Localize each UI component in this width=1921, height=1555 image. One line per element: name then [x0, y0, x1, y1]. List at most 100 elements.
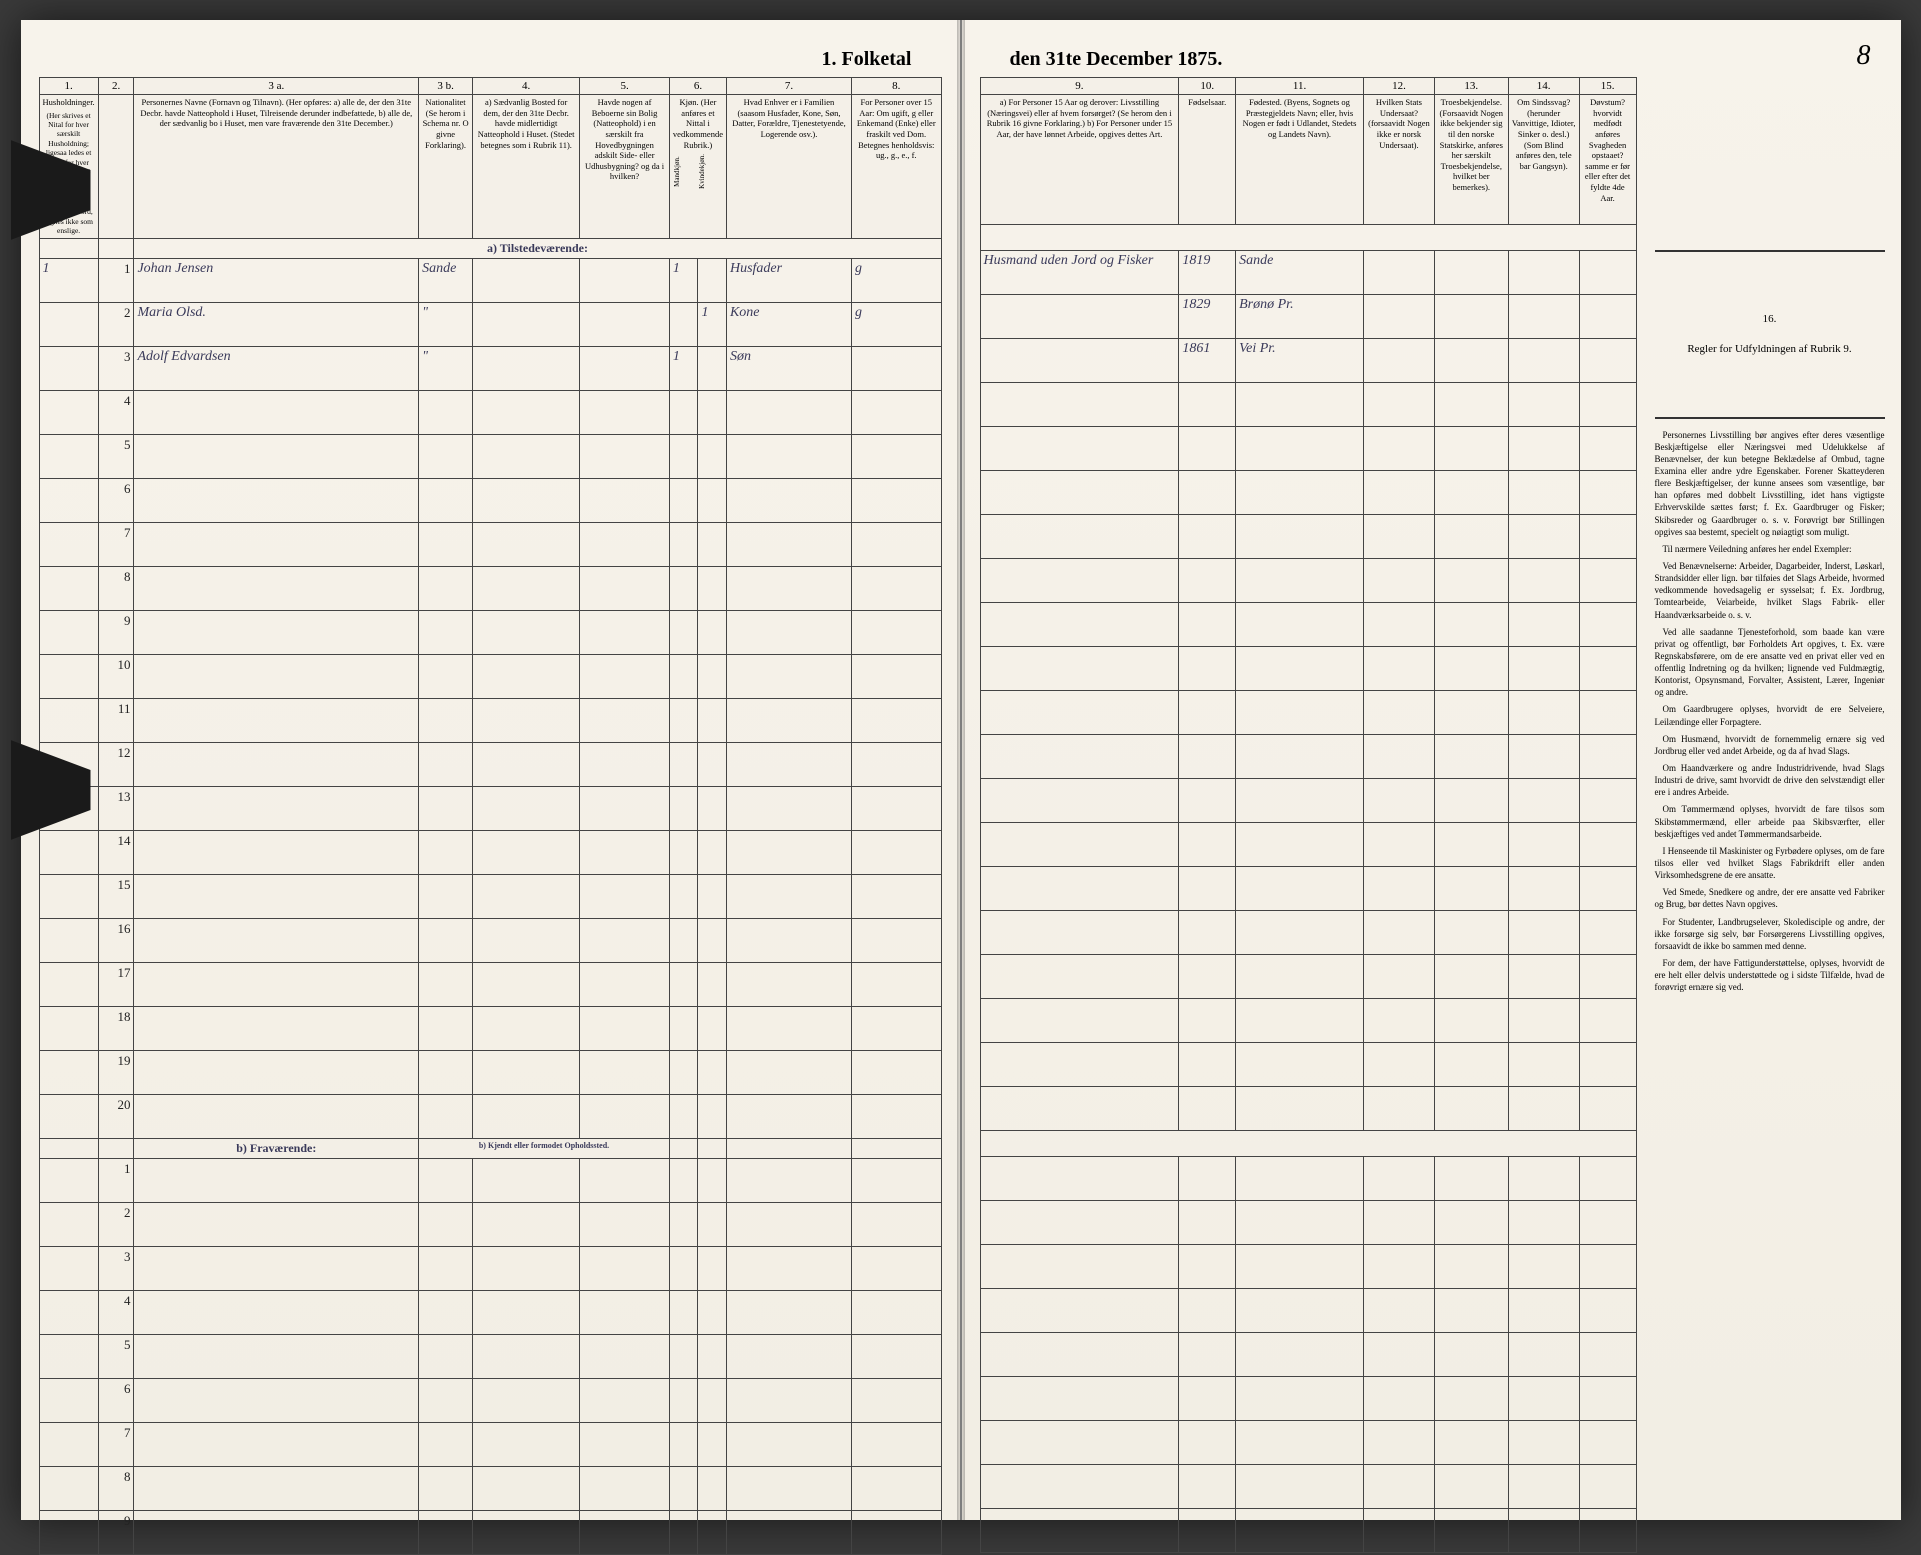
table-row	[980, 1377, 1636, 1421]
table-row: 4	[39, 390, 941, 434]
table-row: 15	[39, 874, 941, 918]
table-row: 3 Adolf Edvardsen " 1 Søn	[39, 346, 941, 390]
col-heading: Fødselsaar.	[1179, 95, 1236, 225]
cell-rownum: 6	[98, 1378, 134, 1422]
cell-rownum: 6	[98, 478, 134, 522]
col-heading: Nationalitet (Se herom i Schema nr. O gi…	[419, 95, 473, 239]
cell-civil: g	[852, 258, 942, 302]
table-row	[980, 911, 1636, 955]
table-row: 4	[39, 1290, 941, 1334]
table-row	[980, 1465, 1636, 1509]
col-num: 7.	[726, 78, 851, 95]
instruction-para: Om Gaardbrugere oplyses, hvorvidt de ere…	[1655, 703, 1885, 727]
census-table-right: 9. 10. 11. 12. 13. 14. 15. a) For Person…	[980, 77, 1637, 1553]
cell	[580, 302, 670, 346]
cell-rownum: 7	[98, 1422, 134, 1466]
section-b-label: b) Fraværende:	[134, 1138, 419, 1158]
table-row: 18	[39, 1006, 941, 1050]
col-heading: Om Sindssvag? (herunder Vanvittige, Idio…	[1508, 95, 1579, 225]
table-row: 14	[39, 830, 941, 874]
cell-nat: Sande	[419, 258, 473, 302]
cell-nat: "	[419, 302, 473, 346]
table-row: 3	[39, 1246, 941, 1290]
cell-year: 1829	[1179, 295, 1236, 339]
table-row: 11	[39, 698, 941, 742]
cell-rownum: 8	[98, 566, 134, 610]
cell-occupation: Husmand uden Jord og Fisker	[980, 251, 1179, 295]
col-num: 15.	[1579, 78, 1636, 95]
cell-rownum: 15	[98, 874, 134, 918]
cell-rownum: 1	[98, 258, 134, 302]
cell-male: 1	[669, 346, 698, 390]
table-row: 7	[39, 1422, 941, 1466]
table-row: 5	[39, 1334, 941, 1378]
table-row	[980, 1245, 1636, 1289]
cell-family: Husfader	[726, 258, 851, 302]
table-row	[980, 1157, 1636, 1201]
cell-civil	[852, 346, 942, 390]
instruction-para: Ved Smede, Snedkere og andre, der ere an…	[1655, 886, 1885, 910]
cell-female: 1	[698, 302, 727, 346]
cell-rownum: 11	[98, 698, 134, 742]
table-row: 17	[39, 962, 941, 1006]
table-row	[980, 823, 1636, 867]
cell-male: 1	[669, 258, 698, 302]
cell-female	[698, 258, 727, 302]
table-row: 6	[39, 1378, 941, 1422]
cell-rownum: 7	[98, 522, 134, 566]
table-row: 1861 Vei Pr.	[980, 339, 1636, 383]
col-heading: For Personer over 15 Aar: Om ugift, g el…	[852, 95, 942, 239]
col-num: 4.	[473, 78, 580, 95]
cell-rownum: 19	[98, 1050, 134, 1094]
heading-text: Husholdninger.	[43, 97, 95, 108]
table-row	[980, 471, 1636, 515]
census-table-left: 1. 2. 3 a. 3 b. 4. 5. 6. 7. 8. Husholdni…	[39, 77, 942, 1555]
section-a-label: a) Tilstedeværende:	[134, 238, 941, 258]
cell	[580, 346, 670, 390]
col-num: 6.	[669, 78, 726, 95]
table-row: 1 1 Johan Jensen Sande 1 Husfader g	[39, 258, 941, 302]
col-num: 16.	[1763, 313, 1777, 325]
table-row	[980, 955, 1636, 999]
table-row	[980, 691, 1636, 735]
column-heading-row: Husholdninger. (Her skrives et Nital for…	[39, 95, 941, 239]
table-row: 1	[39, 1158, 941, 1202]
table-row: Husmand uden Jord og Fisker 1819 Sande	[980, 251, 1636, 295]
table-row	[980, 1421, 1636, 1465]
instruction-para: Om Tømmermænd oplyses, hvorvidt de fare …	[1655, 803, 1885, 839]
col-heading: a) Sædvanlig Bosted for dem, der den 31t…	[473, 95, 580, 239]
cell-rownum: 3	[98, 346, 134, 390]
table-row	[980, 427, 1636, 471]
cell-rownum: 14	[98, 830, 134, 874]
column-number-row: 1. 2. 3 a. 3 b. 4. 5. 6. 7. 8.	[39, 78, 941, 95]
col-heading: Hvilken Stats Undersaat? (forsaavidt Nog…	[1363, 95, 1434, 225]
table-row: 13	[39, 786, 941, 830]
instruction-para: Ved alle saadanne Tjenesteforhold, som b…	[1655, 626, 1885, 699]
left-page: 1. Folketal 1. 2. 3 a. 3 b. 4. 5. 6. 7. …	[21, 20, 962, 1520]
instruction-para: For Studenter, Landbrugselever, Skoledis…	[1655, 916, 1885, 952]
col-num: 12.	[1363, 78, 1434, 95]
table-row: 2 Maria Olsd. " 1 Kone g	[39, 302, 941, 346]
table-row	[980, 1333, 1636, 1377]
table-row: 7	[39, 522, 941, 566]
table-row: 2	[39, 1202, 941, 1246]
column-heading-row: a) For Personer 15 Aar og derover: Livss…	[980, 95, 1636, 225]
table-row	[980, 867, 1636, 911]
instruction-para: Om Husmænd, hvorvidt de fornemmelig ernæ…	[1655, 733, 1885, 757]
col-heading: Fødested. (Byens, Sognets og Præstegjeld…	[1236, 95, 1364, 225]
col-heading: Kjøn. (Her anføres et Nittal i vedkommen…	[669, 95, 726, 239]
col-heading: Troesbekjendelse. (Forsaavidt Nogen ikke…	[1434, 95, 1508, 225]
col-num: 11.	[1236, 78, 1364, 95]
table-row: 5	[39, 434, 941, 478]
cell-nat: "	[419, 346, 473, 390]
cell-rownum: 16	[98, 918, 134, 962]
cell-civil: g	[852, 302, 942, 346]
cell-female	[698, 346, 727, 390]
table-row	[980, 1289, 1636, 1333]
instruction-para: For dem, der have Fattigunderstøttelse, …	[1655, 957, 1885, 993]
col-num: 3 b.	[419, 78, 473, 95]
cell-birthplace: Vei Pr.	[1236, 339, 1364, 383]
cell-rownum: 12	[98, 742, 134, 786]
table-row: 8	[39, 1466, 941, 1510]
cell-household: 1	[39, 258, 98, 302]
